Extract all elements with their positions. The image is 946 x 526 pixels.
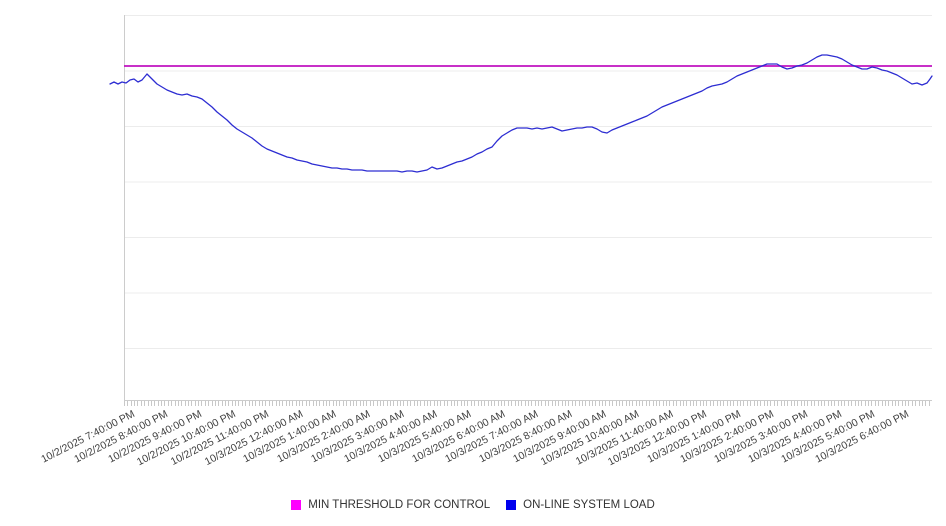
legend-label-threshold: MIN THRESHOLD FOR CONTROL [308,499,491,511]
legend-item-system-load[interactable]: ON-LINE SYSTEM LOAD [506,499,655,511]
system-load-line [109,54,933,173]
system-load-legend-swatch-icon [506,500,517,510]
legend-item-threshold[interactable]: MIN THRESHOLD FOR CONTROL [291,499,490,511]
legend-label-system-load: ON-LINE SYSTEM LOAD [523,499,655,511]
chart-legend: MIN THRESHOLD FOR CONTROL ON-LINE SYSTEM… [0,496,946,514]
threshold-legend-swatch-icon [291,500,302,510]
chart-canvas [109,15,933,406]
